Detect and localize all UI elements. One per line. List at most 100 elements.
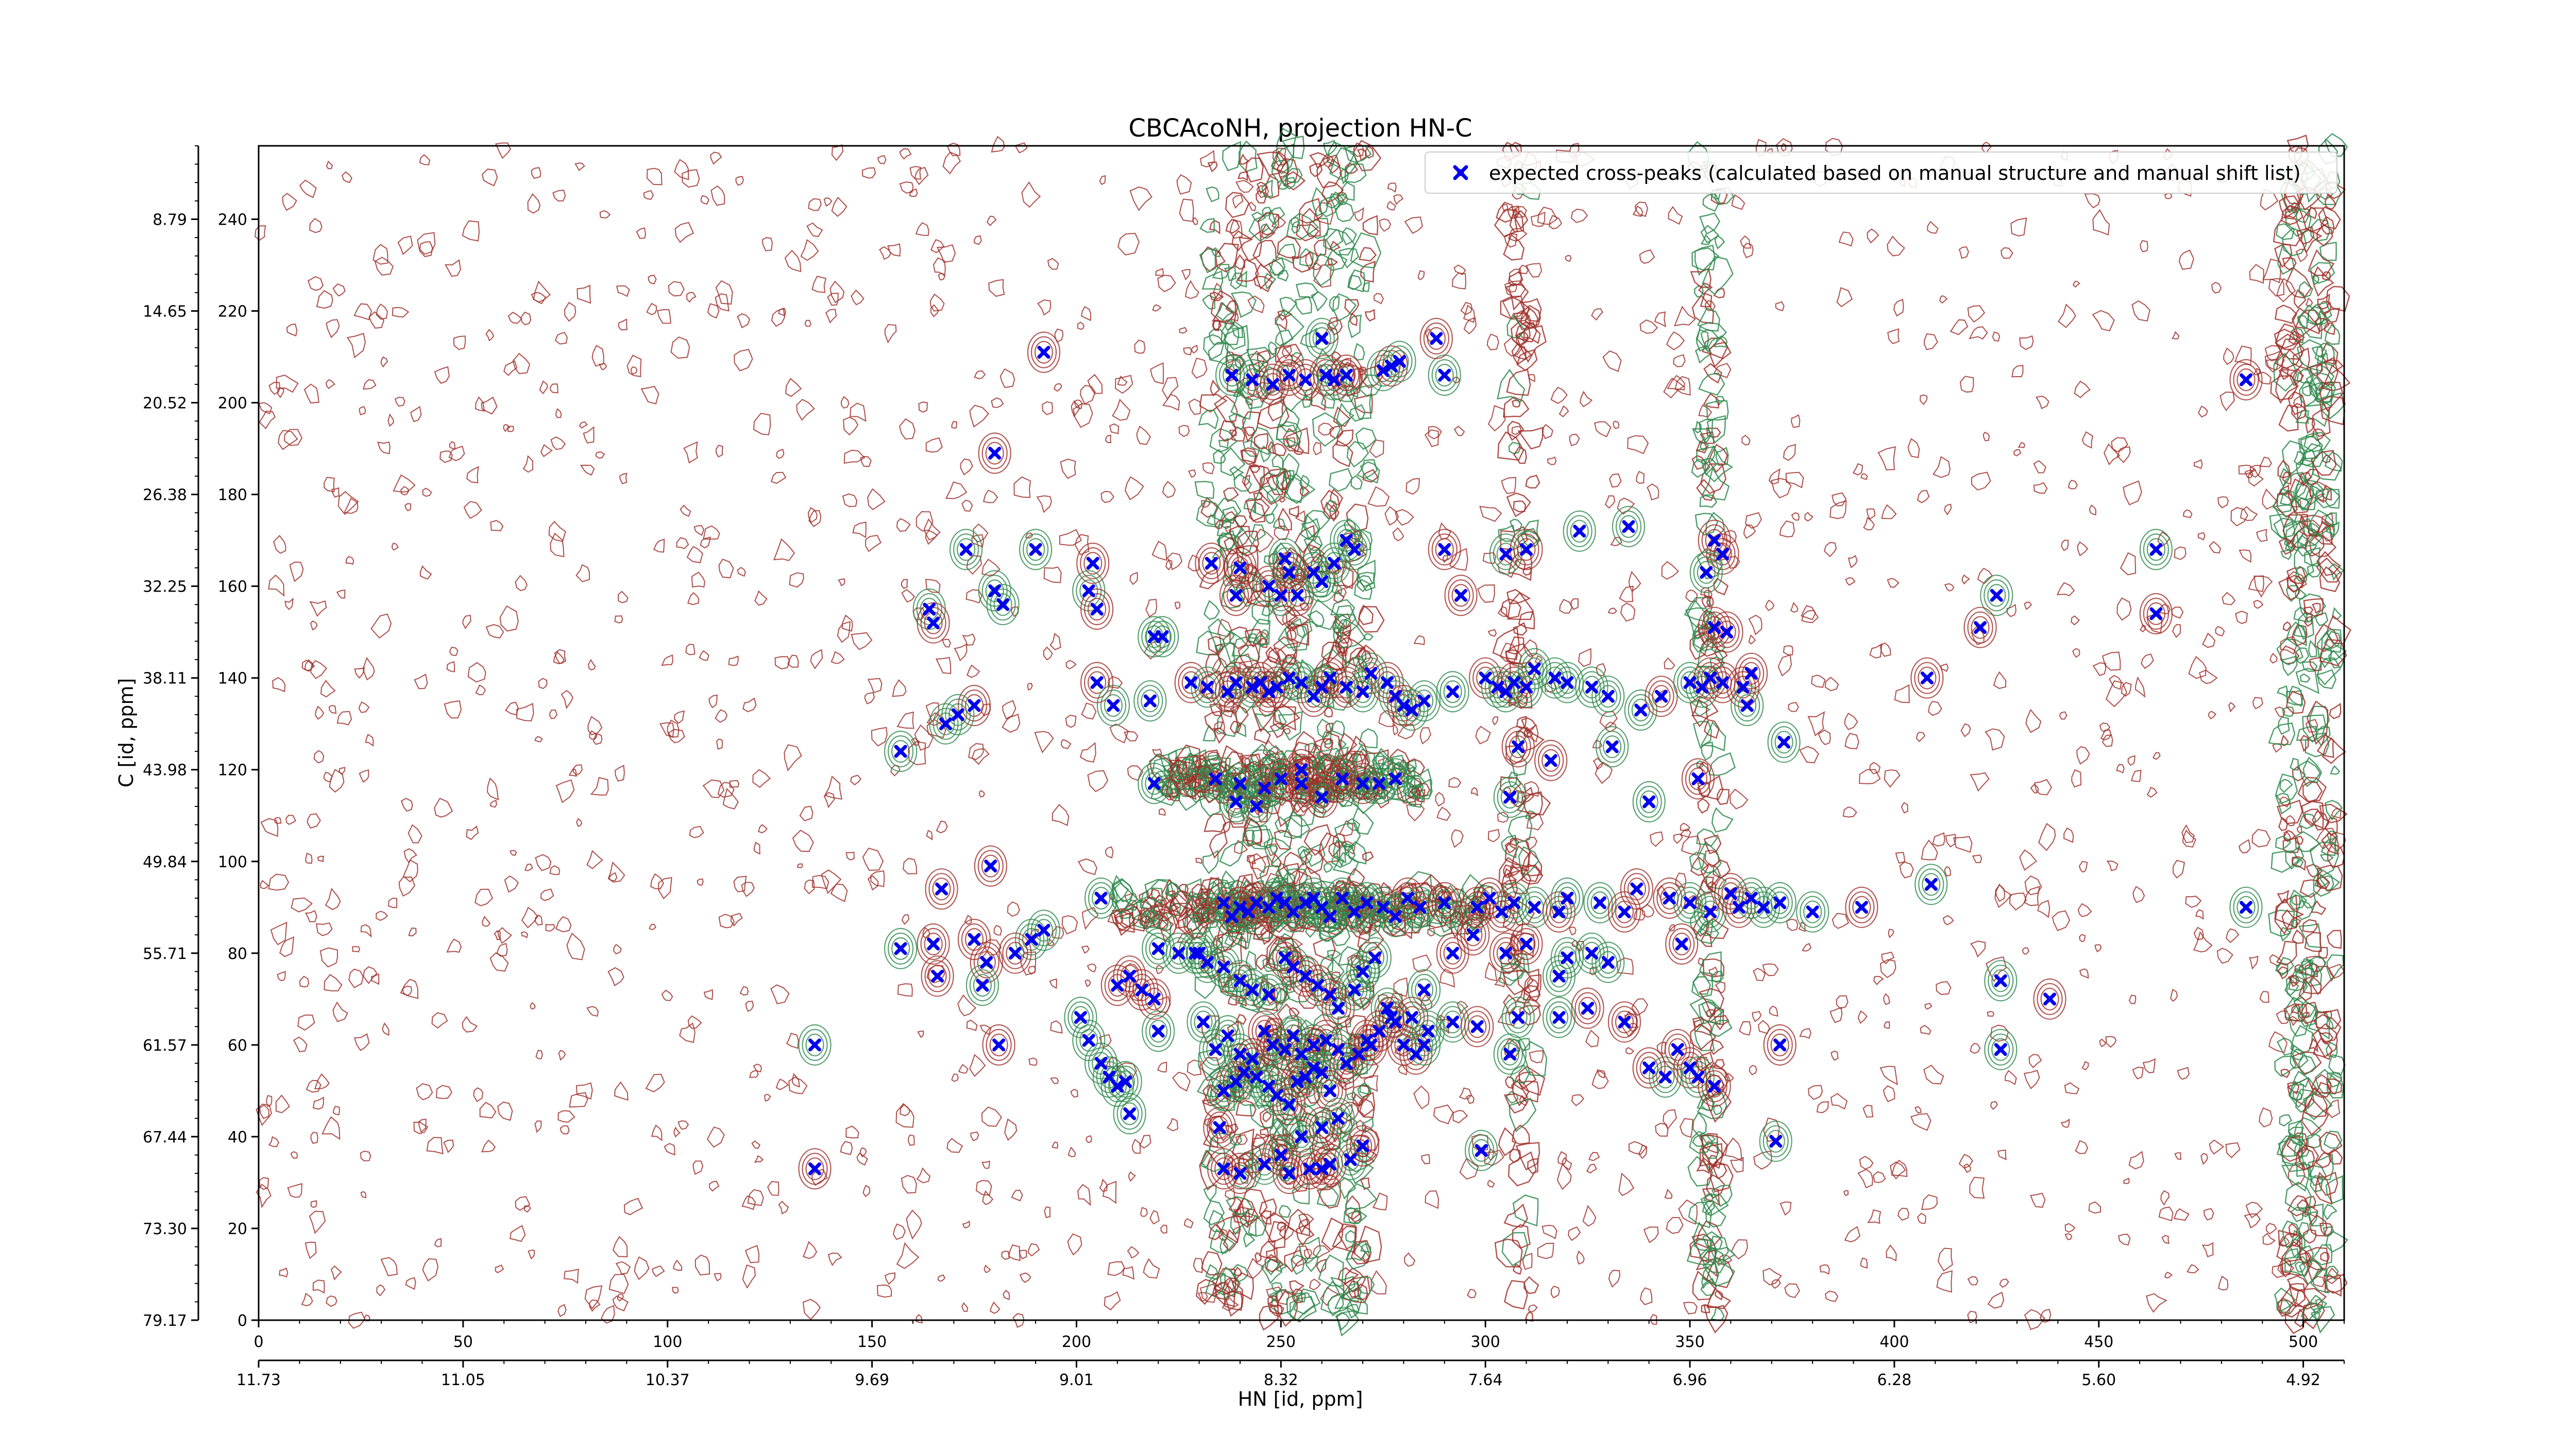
contour-line bbox=[2292, 307, 2318, 339]
contour-line bbox=[419, 565, 432, 580]
contour-line bbox=[1242, 818, 1263, 846]
contour-line bbox=[1405, 478, 1420, 495]
contour-line bbox=[1562, 1157, 1572, 1171]
contour-line bbox=[1052, 804, 1070, 827]
contour-line bbox=[1451, 829, 1464, 848]
contour-line bbox=[862, 1185, 871, 1198]
marker-core bbox=[1155, 946, 1161, 952]
marker-core bbox=[1327, 675, 1333, 681]
contour-line bbox=[2269, 652, 2278, 664]
contour-line bbox=[1204, 813, 1227, 833]
contour-line bbox=[2256, 529, 2268, 542]
contour-line bbox=[1278, 618, 1306, 649]
contour-line bbox=[1047, 258, 1059, 270]
contour-line bbox=[752, 769, 771, 788]
contour-line bbox=[1049, 978, 1057, 989]
contour-line bbox=[2280, 1069, 2291, 1078]
contour-line bbox=[1879, 959, 1896, 979]
contour-line bbox=[1251, 855, 1270, 880]
contour-line bbox=[1285, 427, 1310, 454]
contour-line bbox=[970, 1131, 979, 1142]
contour-line bbox=[1487, 405, 1506, 432]
contour-line bbox=[2262, 488, 2278, 510]
contour-line bbox=[1354, 1283, 1368, 1300]
contour-line bbox=[2139, 624, 2146, 633]
contour-line bbox=[1497, 431, 1524, 461]
contour-line bbox=[2295, 410, 2309, 424]
contour-line bbox=[1323, 228, 1344, 250]
contour-line bbox=[975, 1180, 992, 1196]
contour-line bbox=[566, 932, 585, 961]
contour-line bbox=[1225, 1187, 1235, 1200]
contour-line bbox=[370, 613, 392, 639]
contour-line bbox=[1235, 1188, 1268, 1223]
marker-core bbox=[1343, 372, 1349, 378]
contour-line bbox=[1028, 1057, 1038, 1066]
contour-line bbox=[1311, 1014, 1338, 1040]
marker-core bbox=[1486, 895, 1493, 901]
contour-line bbox=[510, 1225, 526, 1242]
contour-line bbox=[1161, 377, 1179, 400]
contour-line bbox=[1209, 292, 1224, 301]
marker-core bbox=[1258, 680, 1264, 685]
contour-line bbox=[534, 1120, 542, 1133]
contour-line bbox=[359, 406, 366, 416]
contour-line bbox=[1695, 1220, 1723, 1248]
contour-line bbox=[1043, 566, 1062, 583]
contour-line bbox=[1393, 194, 1404, 205]
contour-line bbox=[1511, 426, 1522, 435]
marker-core bbox=[1094, 606, 1100, 612]
contour-line bbox=[304, 1241, 317, 1259]
contour-line bbox=[1269, 722, 1284, 738]
contour-line bbox=[2211, 281, 2222, 294]
contour-line bbox=[1377, 994, 1389, 1007]
contour-line bbox=[307, 813, 321, 829]
contour-line bbox=[400, 798, 413, 812]
contour-line bbox=[1223, 1228, 1239, 1252]
contour-line bbox=[1348, 314, 1362, 339]
contour-line bbox=[2298, 435, 2324, 460]
contour-line bbox=[365, 733, 374, 747]
contour-line bbox=[737, 313, 751, 329]
contour-line bbox=[1179, 198, 1194, 222]
contour-line bbox=[1264, 1211, 1290, 1243]
contour-line bbox=[2295, 1088, 2315, 1113]
contour-line bbox=[2283, 1003, 2308, 1022]
contour-line bbox=[2056, 582, 2075, 597]
contour-line bbox=[1691, 699, 1708, 720]
contour-line bbox=[1313, 264, 1332, 288]
contour-line bbox=[1104, 1291, 1121, 1311]
marker-core bbox=[1094, 680, 1100, 685]
contour-line bbox=[896, 711, 914, 729]
contour-line bbox=[915, 222, 929, 236]
contour-line bbox=[1498, 856, 1525, 890]
contour-line bbox=[1265, 513, 1275, 525]
contour-line bbox=[2318, 1131, 2343, 1155]
contour-line bbox=[1706, 427, 1721, 438]
contour-line bbox=[1232, 194, 1244, 209]
contour-line bbox=[1362, 1250, 1370, 1261]
contour-line bbox=[687, 592, 700, 605]
contour-line bbox=[1866, 508, 1875, 520]
contour-line bbox=[1706, 1174, 1725, 1199]
contour-line bbox=[1689, 630, 1710, 661]
contour-line bbox=[408, 928, 417, 937]
contour-line bbox=[1313, 1245, 1331, 1258]
contour-line bbox=[2290, 757, 2299, 771]
contour-line bbox=[2307, 301, 2332, 326]
contour-line bbox=[497, 927, 513, 944]
contour-line bbox=[2024, 1070, 2040, 1090]
contour-line bbox=[2193, 931, 2213, 953]
contour-line bbox=[1202, 849, 1219, 874]
contour-line bbox=[2304, 932, 2322, 952]
contour-line bbox=[489, 799, 497, 808]
contour-line bbox=[337, 491, 359, 515]
contour-line bbox=[2308, 1211, 2318, 1227]
marker-core bbox=[992, 450, 998, 456]
contour-line bbox=[1504, 280, 1527, 297]
contour-line bbox=[1639, 319, 1658, 334]
contour-line bbox=[2208, 711, 2217, 720]
contour-line bbox=[1518, 1080, 1539, 1103]
contour-line bbox=[2079, 968, 2089, 979]
contour-line bbox=[2301, 443, 2324, 468]
